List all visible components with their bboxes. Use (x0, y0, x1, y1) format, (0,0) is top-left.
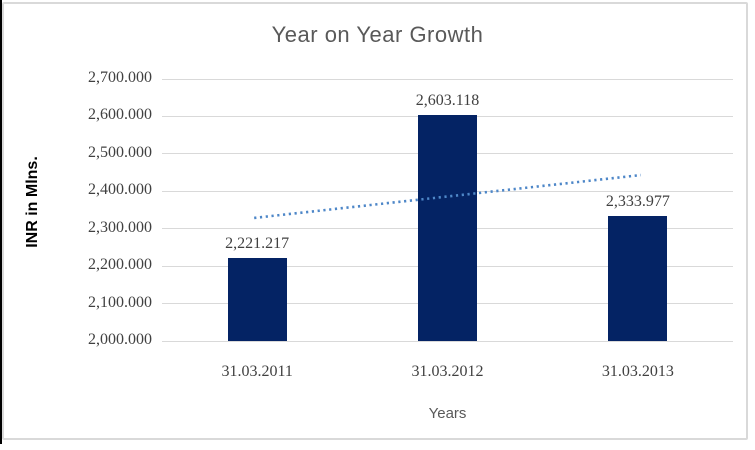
bar (227, 258, 287, 341)
x-tick-label: 31.03.2012 (411, 363, 484, 380)
x-axis-line (162, 340, 733, 342)
chart-title: Year on Year Growth (271, 22, 484, 47)
y-tick-label: 2,500.000 (88, 143, 152, 161)
y-tick-label: 2,200.000 (88, 256, 152, 274)
bar (418, 115, 477, 341)
y-tick-label: 2,700.000 (88, 69, 152, 86)
y-tick-label: 2,600.000 (88, 106, 152, 124)
y-tick-label: 2,100.000 (88, 293, 152, 311)
x-tick-label: 31.03.2011 (221, 363, 293, 380)
bar-data-label: 2,333.977 (605, 192, 670, 210)
gridline (162, 78, 733, 80)
bar-data-label: 2,221.217 (225, 235, 290, 253)
bar (608, 215, 668, 341)
bar-data-label: 2,603.118 (415, 92, 480, 110)
y-tick-label: 2,400.000 (88, 181, 152, 199)
x-tick-label: 31.03.2013 (601, 363, 674, 380)
y-tick-label: 2,000.000 (88, 331, 152, 348)
chart-frame (2, 2, 748, 440)
left-edge-line (0, 0, 2, 444)
y-tick-label: 2,300.000 (88, 218, 152, 236)
x-axis-title: Years (428, 405, 467, 422)
